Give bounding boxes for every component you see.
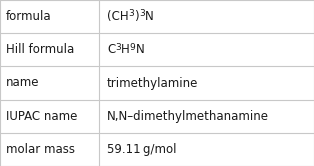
Text: 3: 3 (115, 42, 121, 51)
Text: trimethylamine: trimethylamine (107, 77, 198, 89)
Text: formula: formula (6, 10, 51, 23)
Text: 59.11 g/mol: 59.11 g/mol (107, 143, 176, 156)
Text: N: N (135, 43, 144, 56)
Text: 3: 3 (139, 9, 145, 18)
Text: (CH: (CH (107, 10, 128, 23)
Text: Hill formula: Hill formula (6, 43, 74, 56)
Text: ): ) (134, 10, 139, 23)
Text: C: C (107, 43, 115, 56)
Text: 9: 9 (130, 42, 135, 51)
Text: N: N (145, 10, 154, 23)
Text: IUPAC name: IUPAC name (6, 110, 77, 123)
Text: molar mass: molar mass (6, 143, 75, 156)
Text: name: name (6, 77, 40, 89)
Text: H: H (121, 43, 130, 56)
Text: 3: 3 (128, 9, 134, 18)
Text: N,N–dimethylmethanamine: N,N–dimethylmethanamine (107, 110, 269, 123)
